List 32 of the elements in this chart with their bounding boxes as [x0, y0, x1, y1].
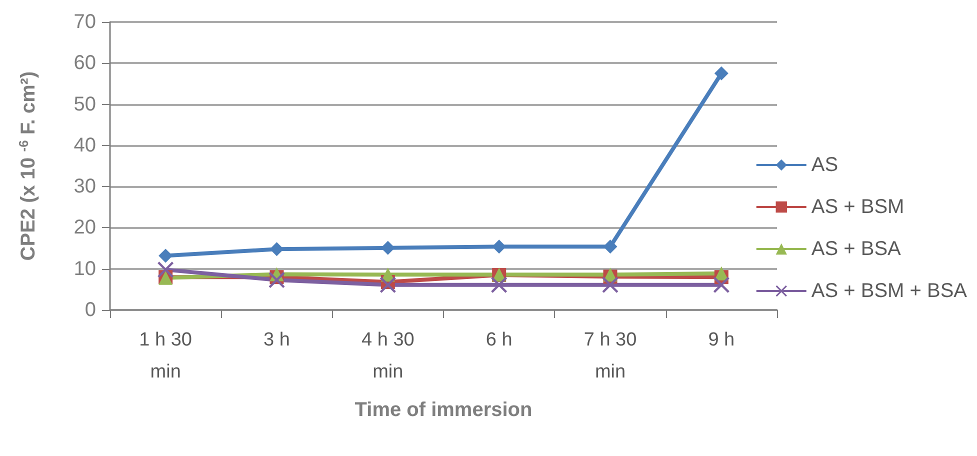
y-tick-label: 50	[74, 93, 96, 116]
x-tick-label: 6 h	[486, 330, 512, 350]
point	[158, 262, 174, 278]
x-tick-label: 3 h	[264, 330, 290, 350]
point	[713, 276, 730, 293]
y-tick-label: 60	[74, 52, 96, 74]
legend-label: AS	[811, 154, 838, 176]
legend-label: AS + BSA	[811, 238, 902, 260]
point	[380, 240, 395, 255]
y-axis-title: CPE2 (x 10 -6 F. cm²)	[16, 71, 40, 261]
y-tick-label: 30	[74, 176, 96, 198]
point	[380, 276, 396, 293]
point	[268, 272, 285, 288]
y-tick-label: 70	[74, 11, 96, 33]
x-tick-label: 4 h 30 min	[362, 330, 414, 382]
y-tick-label: 40	[74, 134, 96, 156]
x-axis-title: Time of immersion	[354, 399, 532, 421]
point	[603, 240, 618, 254]
point	[602, 276, 618, 293]
legend-label: AS + BSM + BSA	[811, 280, 968, 302]
legend-label: AS + BSM	[811, 196, 904, 218]
point	[491, 276, 508, 293]
point	[270, 242, 284, 256]
x-tick-label: 7 h 30 min	[584, 330, 637, 382]
y-tick-label: 0	[84, 299, 96, 321]
x-tick-label: 9 h	[708, 330, 735, 350]
x-tick-label: 1 h 30 min	[139, 330, 192, 382]
y-tick-label: 10	[74, 258, 96, 280]
point	[714, 66, 728, 80]
point	[492, 240, 506, 254]
point	[158, 248, 173, 263]
y-tick-label: 20	[74, 216, 96, 239]
